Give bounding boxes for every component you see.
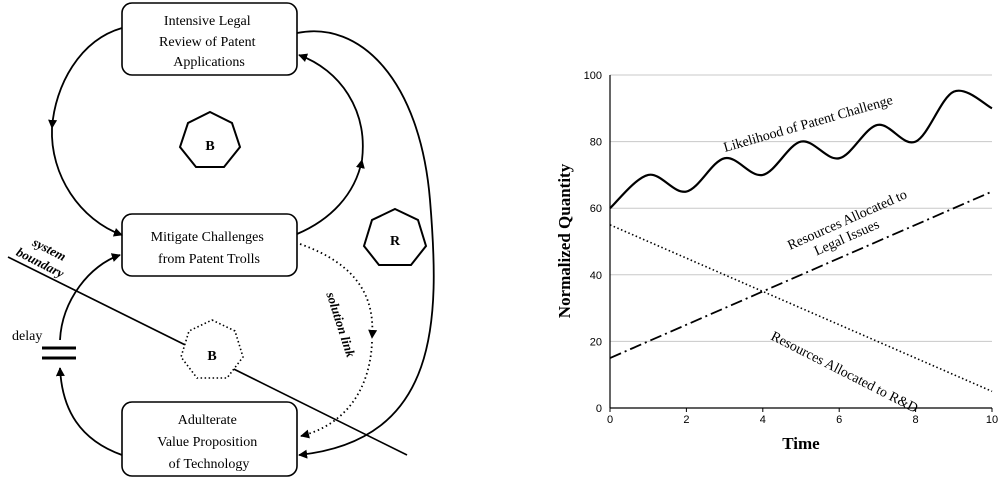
causal-loop-diagram: Intensive Legal Review of Patent Applica…: [7, 2, 435, 477]
x-tick-label: 2: [683, 414, 689, 426]
series-line-0: [609, 89, 993, 210]
reinforcing-loop-marker: [362, 207, 428, 266]
balancing-loop-bottom-label: B: [207, 349, 216, 364]
chart-series: [609, 89, 993, 393]
arrow-legal-to-loop-left: [48, 27, 123, 129]
x-tick-label: 6: [836, 414, 842, 426]
y-tick-label: 0: [596, 403, 602, 415]
series-label-likelihood: Likelihood of Patent Challenge: [722, 93, 895, 156]
series-label-rd: Resources Allocated to R&D: [768, 329, 920, 416]
series-line-1: [609, 190, 993, 359]
arrow-mitigate-to-loop-right: [296, 159, 365, 235]
node-legal-review-text: Intensive Legal Review of Patent Applica…: [159, 14, 259, 70]
system-boundary-label: system boundary: [14, 230, 74, 281]
chart-tick-labels: 0 20 40 60 80 100 0 2 4 6 8 10: [584, 70, 998, 426]
x-tick-label: 4: [760, 414, 766, 426]
arrow-loop-left-to-mitigate: [51, 127, 123, 237]
arrow-loop-right-to-legal: [298, 53, 364, 161]
balancing-loop-top-label: B: [205, 139, 214, 154]
series-label-legal: Resources Allocated to Legal Issues: [786, 186, 920, 268]
node-adulterate-text: Adulterate Value Proposition of Technolo…: [157, 413, 260, 472]
delay-label: delay: [12, 329, 42, 344]
solution-link-arrow: [299, 243, 378, 339]
x-tick-label: 8: [913, 414, 919, 426]
series-line-2: [609, 224, 993, 393]
arrow-legal-to-adulterate: [296, 30, 435, 459]
reinforcing-loop-label: R: [390, 234, 401, 249]
arrow-adulterate-to-delay: [55, 367, 123, 456]
y-tick-label: 80: [590, 137, 602, 149]
balancing-loop-top-marker: [178, 110, 242, 168]
solution-link-label: solution link: [323, 289, 359, 359]
node-legal-review-box: [121, 2, 298, 76]
chart-x-axis-label: Time: [782, 434, 820, 453]
x-tick-label: 10: [986, 414, 998, 426]
node-adulterate-box: [121, 401, 298, 477]
balancing-loop-bottom-marker: [180, 319, 244, 379]
y-tick-label: 40: [590, 270, 602, 282]
y-tick-label: 20: [590, 336, 602, 348]
x-tick-label: 0: [607, 414, 613, 426]
node-mitigate-text: Mitigate Challenges from Patent Trolls: [151, 230, 268, 267]
solution-link-arrow-lower: [300, 341, 373, 439]
node-mitigate-box: [121, 213, 298, 277]
chart-axes: [609, 75, 993, 412]
y-tick-label: 100: [584, 70, 602, 82]
chart-y-axis-label: Normalized Quantity: [555, 163, 574, 318]
arrow-delay-to-mitigate: [59, 253, 121, 341]
y-tick-label: 60: [590, 203, 602, 215]
chart: 0 20 40 60 80 100 0 2 4 6 8 10 Time Normalized Quan…: [555, 70, 998, 453]
